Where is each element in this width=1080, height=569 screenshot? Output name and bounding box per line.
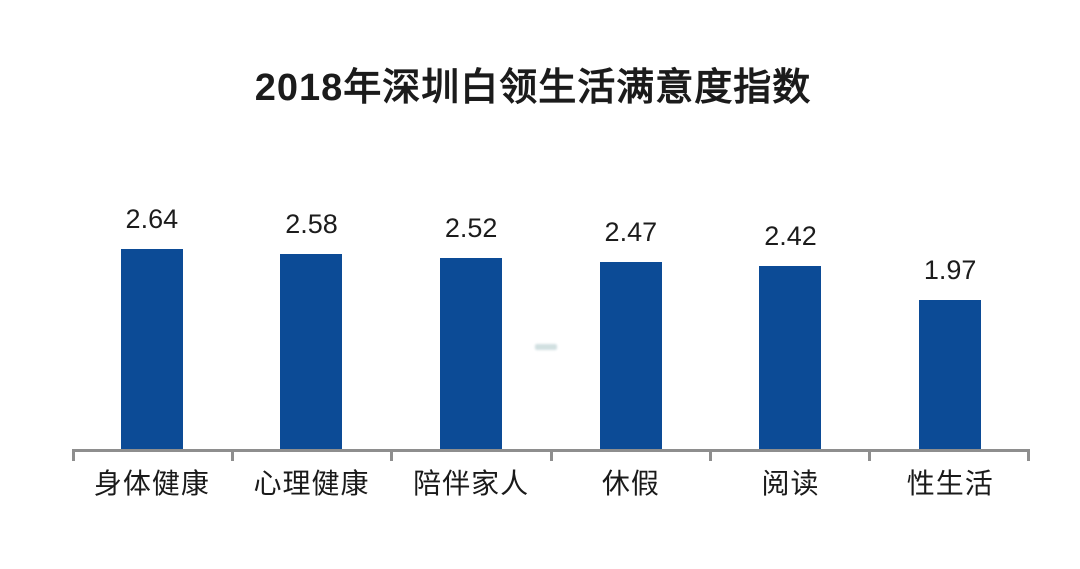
category-label: 性生活 (906, 468, 994, 499)
bar-column: 2.58 (232, 0, 392, 450)
category-label: 心理健康 (253, 468, 370, 499)
axis-tick (549, 449, 553, 461)
bar (599, 262, 662, 450)
bar-value-label: 2.58 (285, 208, 338, 239)
bar (280, 254, 343, 450)
category-axis-labels: 身体健康 心理健康 陪伴家人 休假 阅读 性生活 (72, 462, 1030, 502)
bar-value-label: 2.47 (604, 216, 658, 247)
watermark-artifact (535, 344, 557, 350)
axis-tick (72, 449, 75, 461)
bar-column: 2.42 (711, 0, 871, 450)
bar-value-label: 1.97 (923, 254, 977, 285)
plot-area: 2.64 2.58 2.52 2.47 2.42 1.97 (72, 0, 1030, 450)
axis-tick (867, 449, 871, 461)
bar-column: 1.97 (870, 0, 1030, 450)
axis-tick (390, 449, 394, 461)
bar-column: 2.52 (391, 0, 551, 450)
axis-tick (231, 449, 235, 461)
bar-value-label: 2.64 (125, 203, 179, 234)
bar (759, 266, 822, 450)
category-label: 陪伴家人 (413, 468, 530, 499)
axis-tick (1027, 449, 1030, 461)
bar-value-label: 2.42 (764, 220, 817, 251)
category-label: 身体健康 (93, 468, 210, 499)
bar (440, 258, 503, 450)
chart-title: 2018年深圳白领生活满意度指数 (254, 67, 812, 109)
category-label: 休假 (601, 468, 660, 499)
bar (919, 300, 982, 450)
bar-value-label: 2.52 (444, 212, 498, 243)
bar (120, 249, 183, 450)
bar-column: 2.64 (72, 0, 232, 450)
axis-tick (708, 449, 712, 461)
bar-column: 2.47 (551, 0, 711, 450)
category-label: 阅读 (761, 468, 820, 499)
